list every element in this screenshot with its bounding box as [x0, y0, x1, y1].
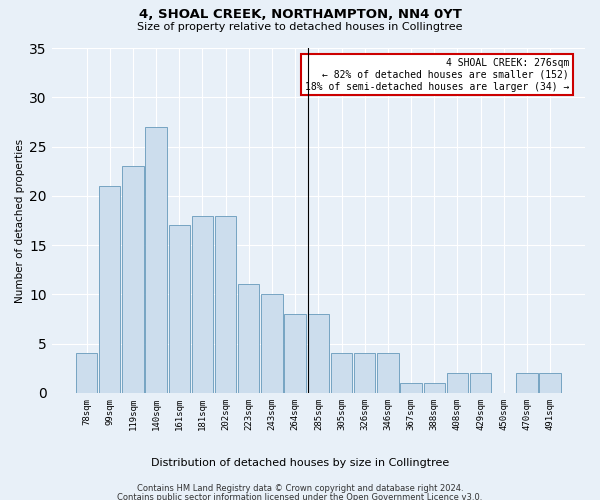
Bar [308, 314, 329, 393]
Bar [447, 373, 468, 393]
Bar [145, 127, 167, 393]
Bar [99, 186, 121, 393]
Bar [331, 354, 352, 393]
Bar [377, 354, 398, 393]
Bar [262, 294, 283, 393]
Bar [192, 216, 213, 393]
Bar [354, 354, 376, 393]
Bar [470, 373, 491, 393]
Bar [284, 314, 306, 393]
Text: 4 SHOAL CREEK: 276sqm
← 82% of detached houses are smaller (152)
18% of semi-det: 4 SHOAL CREEK: 276sqm ← 82% of detached … [305, 58, 569, 92]
Bar [516, 373, 538, 393]
Text: Contains public sector information licensed under the Open Government Licence v3: Contains public sector information licen… [118, 492, 482, 500]
Text: Size of property relative to detached houses in Collingtree: Size of property relative to detached ho… [137, 22, 463, 32]
Bar [424, 383, 445, 393]
Bar [238, 284, 259, 393]
Bar [539, 373, 561, 393]
Bar [169, 226, 190, 393]
Bar [400, 383, 422, 393]
Text: Contains HM Land Registry data © Crown copyright and database right 2024.: Contains HM Land Registry data © Crown c… [137, 484, 463, 493]
Text: Distribution of detached houses by size in Collingtree: Distribution of detached houses by size … [151, 458, 449, 468]
Bar [122, 166, 143, 393]
Y-axis label: Number of detached properties: Number of detached properties [15, 138, 25, 302]
Bar [215, 216, 236, 393]
Bar [76, 354, 97, 393]
Text: 4, SHOAL CREEK, NORTHAMPTON, NN4 0YT: 4, SHOAL CREEK, NORTHAMPTON, NN4 0YT [139, 8, 461, 20]
